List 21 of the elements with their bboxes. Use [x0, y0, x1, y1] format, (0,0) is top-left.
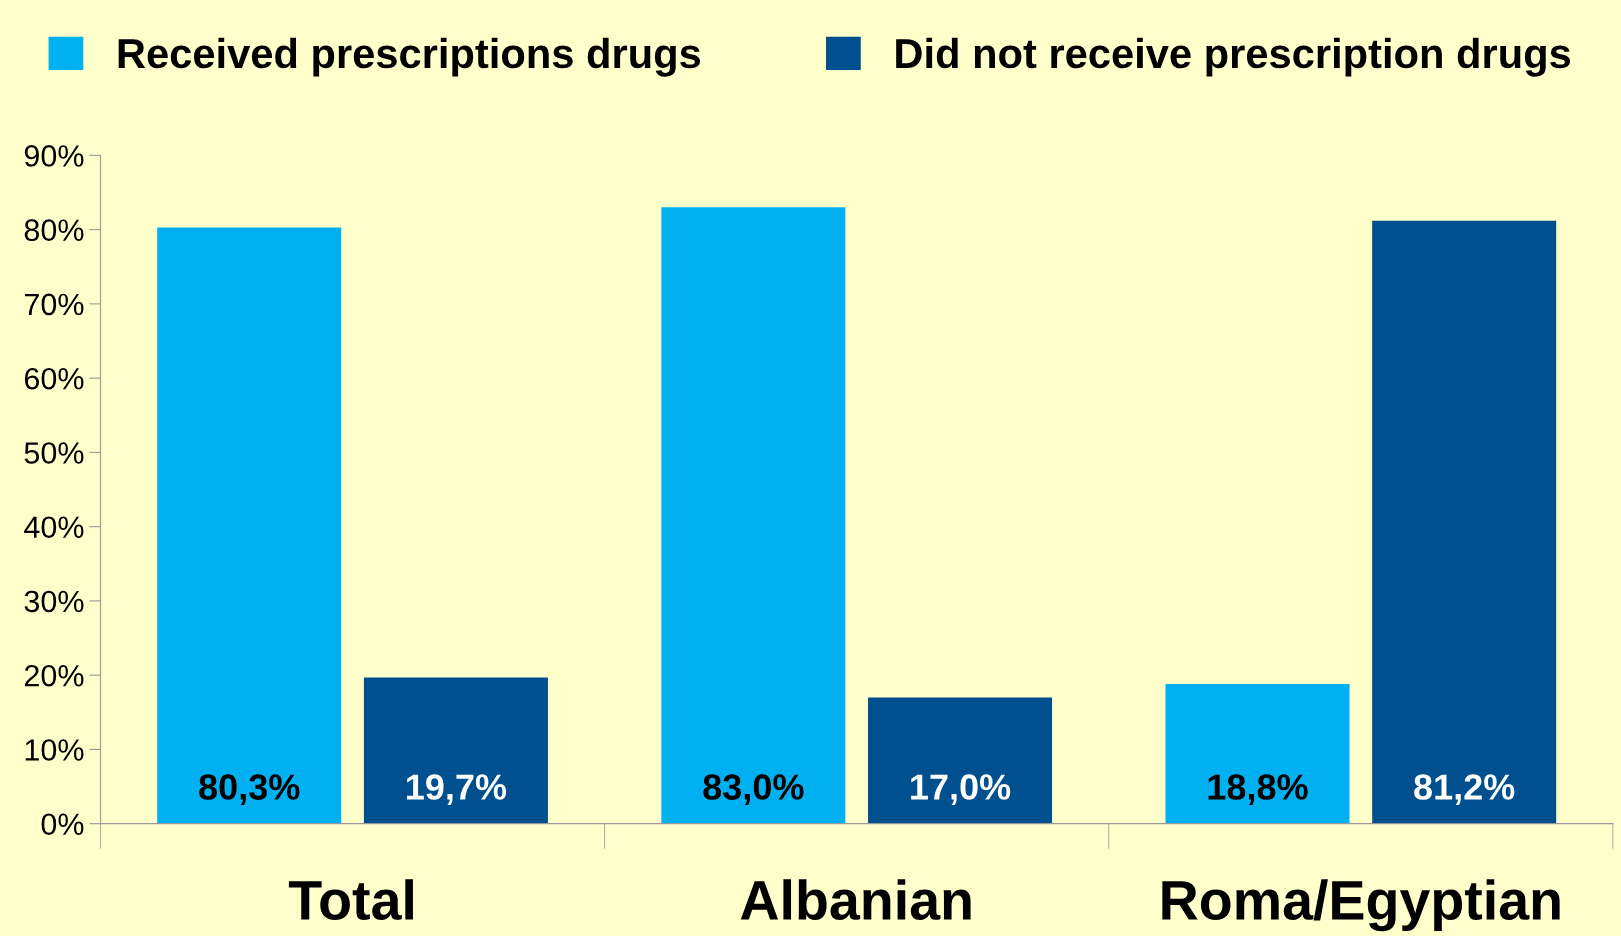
y-tick-label: 70% [24, 293, 84, 316]
y-tick-label: 50% [24, 442, 84, 464]
y-tick-label: 60% [24, 367, 84, 390]
y-tick-label: 10% [25, 739, 84, 761]
y-tick-label: 30% [24, 590, 84, 613]
y-tick-label: 90% [24, 145, 84, 167]
data-label: 19,7% [407, 774, 507, 806]
x-tick-label: Roma/Egyptian [1162, 879, 1560, 932]
data-label: 81,2% [1414, 774, 1515, 806]
y-tick-label: 0% [41, 813, 84, 836]
data-label: 83,0% [703, 774, 804, 806]
data-label: 17,0% [911, 774, 1011, 806]
data-label: 18,8% [1208, 774, 1308, 806]
y-tick-label: 80% [24, 219, 84, 241]
y-tick-label: 20% [24, 664, 84, 687]
x-tick-label: Total [288, 879, 413, 921]
data-label: 80,3% [199, 774, 300, 806]
x-tick-label: Albanian [740, 879, 971, 921]
y-tick-label: 40% [24, 516, 84, 539]
legend-label: Did not receive prescription drugs [896, 37, 1571, 77]
legend-label: Received prescriptions drugs [118, 37, 701, 77]
